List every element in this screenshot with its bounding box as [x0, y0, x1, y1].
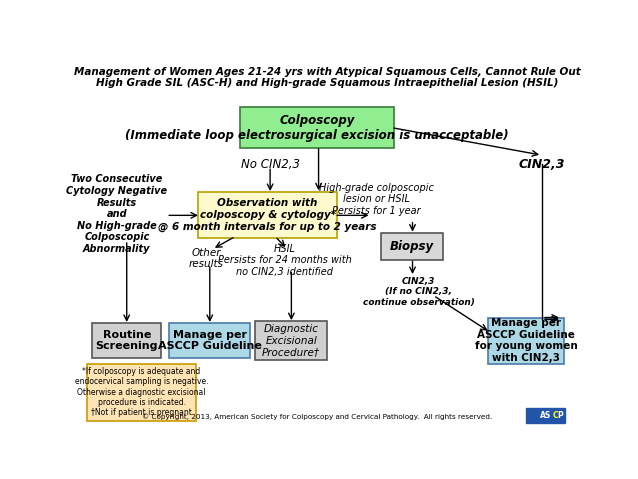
FancyBboxPatch shape	[168, 323, 250, 358]
Text: *If colposcopy is adequate and
endocervical sampling is negative.
Otherwise a di: *If colposcopy is adequate and endocervi…	[75, 367, 208, 418]
FancyBboxPatch shape	[526, 408, 565, 423]
Text: AS: AS	[540, 411, 551, 420]
Text: C: C	[553, 411, 559, 420]
FancyBboxPatch shape	[198, 192, 337, 238]
Text: Two Consecutive
Cytology Negative
Results
and
No High-grade
Colposcopic
Abnormal: Two Consecutive Cytology Negative Result…	[66, 174, 167, 254]
Text: Colposcopy
(Immediate loop electrosurgical excision is unacceptable): Colposcopy (Immediate loop electrosurgic…	[125, 114, 509, 142]
Text: No CIN2,3: No CIN2,3	[241, 158, 300, 171]
Text: HSIL
Persists for 24 months with
no CIN2,3 identified: HSIL Persists for 24 months with no CIN2…	[218, 244, 352, 277]
FancyBboxPatch shape	[241, 107, 394, 148]
Text: CIN2,3: CIN2,3	[519, 158, 565, 171]
Text: High Grade SIL (ASC-H) and High-grade Squamous Intraepithelial Lesion (HSIL): High Grade SIL (ASC-H) and High-grade Sq…	[96, 78, 558, 88]
Text: CIN2,3
(If no CIN2,3,
continue observation): CIN2,3 (If no CIN2,3, continue observati…	[362, 277, 475, 307]
FancyBboxPatch shape	[255, 321, 327, 360]
Text: © Copyright, 2013, American Society for Colposcopy and Cervical Pathology.  All : © Copyright, 2013, American Society for …	[142, 413, 492, 420]
FancyBboxPatch shape	[92, 323, 161, 358]
Text: Management of Women Ages 21-24 yrs with Atypical Squamous Cells, Cannot Rule Out: Management of Women Ages 21-24 yrs with …	[73, 67, 581, 77]
Text: P: P	[558, 411, 563, 420]
FancyBboxPatch shape	[487, 318, 565, 364]
Text: Manage per
ASCCP Guideline: Manage per ASCCP Guideline	[158, 330, 262, 352]
FancyBboxPatch shape	[382, 233, 443, 261]
FancyBboxPatch shape	[87, 364, 196, 421]
Text: Manage per
ASCCP Guideline
for young women
with CIN2,3: Manage per ASCCP Guideline for young wom…	[475, 318, 577, 363]
Text: Observation with
colposcopy & cytology*
@ 6 month intervals for up to 2 years: Observation with colposcopy & cytology* …	[158, 198, 377, 232]
Text: Biopsy: Biopsy	[390, 240, 434, 253]
Text: Other
results: Other results	[188, 248, 223, 269]
Text: Routine
Screening: Routine Screening	[96, 330, 158, 352]
Text: High-grade colposcopic
lesion or HSIL
Persists for 1 year: High-grade colposcopic lesion or HSIL Pe…	[319, 183, 434, 216]
Text: Diagnostic
Excisional
Procedure†: Diagnostic Excisional Procedure†	[262, 324, 320, 357]
